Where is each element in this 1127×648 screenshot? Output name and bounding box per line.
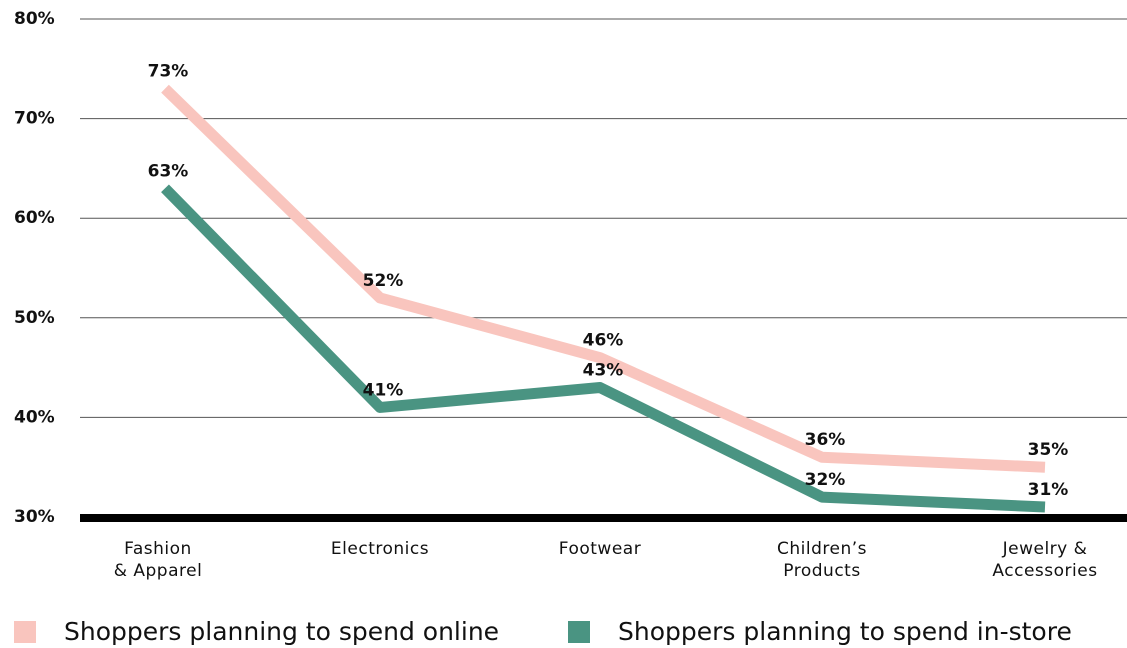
- y-tick-label: 50%: [14, 308, 55, 328]
- data-label: 36%: [805, 430, 846, 450]
- data-label: 73%: [148, 62, 189, 82]
- data-label: 31%: [1028, 480, 1069, 500]
- data-label: 46%: [583, 331, 624, 351]
- legend-swatch: [14, 621, 36, 643]
- x-tick-label: Fashion & Apparel: [113, 539, 203, 581]
- x-tick-label: Footwear: [558, 539, 642, 559]
- data-label: 63%: [148, 161, 189, 181]
- series-line: [161, 84, 1046, 473]
- data-label: 52%: [363, 271, 404, 291]
- series-line: [161, 184, 1046, 513]
- data-label: 43%: [583, 361, 624, 381]
- y-tick-label: 30%: [14, 507, 55, 527]
- legend-label: Shoppers planning to spend in-store: [618, 617, 1072, 646]
- y-tick-label: 80%: [14, 9, 55, 29]
- x-tick-label: Electronics: [330, 539, 430, 559]
- x-tick-label: Jewelry & Accessories: [992, 539, 1098, 581]
- x-tick-label: Children’s Products: [777, 539, 867, 581]
- y-tick-label: 40%: [14, 407, 55, 427]
- data-label: 32%: [805, 470, 846, 490]
- data-label: 41%: [363, 380, 404, 400]
- legend-swatch: [568, 621, 590, 643]
- y-tick-label: 60%: [14, 208, 55, 228]
- y-tick-label: 70%: [14, 109, 55, 129]
- data-label: 35%: [1028, 440, 1069, 460]
- legend-label: Shoppers planning to spend online: [64, 617, 499, 646]
